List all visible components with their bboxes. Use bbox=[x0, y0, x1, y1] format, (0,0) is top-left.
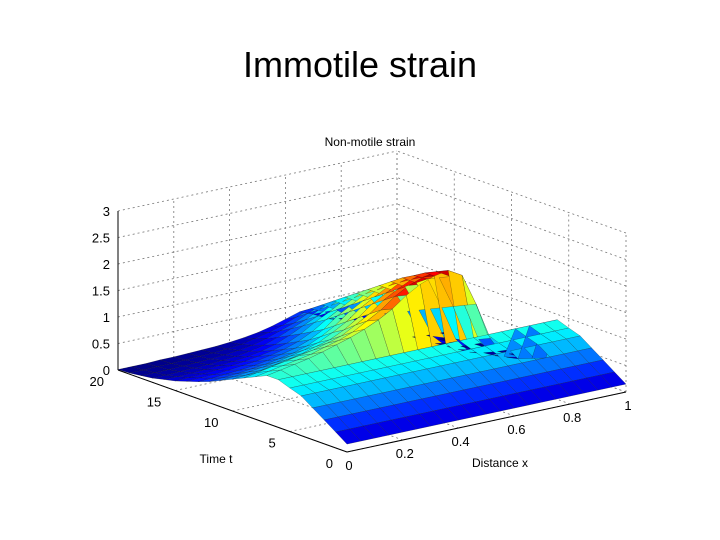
z-tick-label: 0.5 bbox=[92, 337, 110, 352]
x-tick-label: 0.6 bbox=[507, 422, 525, 437]
t-tick-label: 20 bbox=[90, 374, 104, 389]
surface-patch bbox=[600, 371, 627, 388]
z-tick-label: 1 bbox=[103, 310, 110, 325]
t-tick-label: 10 bbox=[204, 415, 218, 430]
z-tick-label: 2 bbox=[103, 257, 110, 272]
y-axis-label: Time t bbox=[200, 452, 234, 466]
t-tick-label: 15 bbox=[147, 395, 161, 410]
gridline-z-right bbox=[396, 256, 627, 340]
plot-title: Non-motile strain bbox=[325, 135, 416, 149]
z-tick-label: 3 bbox=[103, 204, 110, 219]
gridline-z-back bbox=[117, 150, 398, 212]
z-tick-label: 1.5 bbox=[92, 284, 110, 299]
z-tick-label: 0 bbox=[103, 363, 110, 378]
gridline-z-right bbox=[396, 203, 627, 287]
x-tick-label: 0.2 bbox=[396, 446, 414, 461]
x-tick-label: 0.8 bbox=[563, 410, 581, 425]
t-tick-label: 0 bbox=[326, 456, 333, 471]
x-tick-label: 0.4 bbox=[452, 434, 470, 449]
gridline-z-back bbox=[117, 203, 398, 265]
surface-layer bbox=[117, 270, 627, 445]
gridline-z-back bbox=[117, 177, 398, 238]
gridline-z-back bbox=[117, 230, 398, 291]
gridline-z-right bbox=[396, 230, 627, 313]
gridline-z-right bbox=[396, 177, 627, 260]
slide-title: Immotile strain bbox=[242, 44, 478, 85]
x-axis-label: Distance x bbox=[472, 456, 528, 470]
z-tick-label: 2.5 bbox=[92, 231, 110, 246]
gridline-z-right bbox=[396, 150, 627, 234]
x-axis-line bbox=[346, 391, 627, 453]
t-axis-line bbox=[117, 369, 348, 453]
t-tick-label: 5 bbox=[269, 436, 276, 451]
x-tick-label: 1 bbox=[624, 398, 631, 413]
x-tick-label: 0 bbox=[345, 458, 352, 473]
